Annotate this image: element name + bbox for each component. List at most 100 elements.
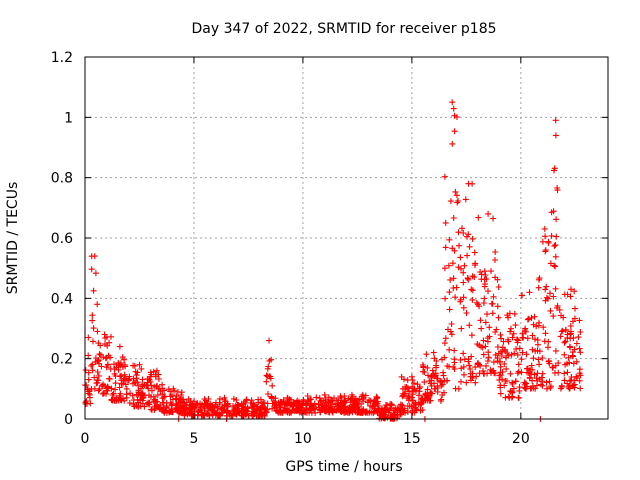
x-tick-label: 0: [81, 431, 90, 447]
data-point: [231, 406, 238, 413]
data-point: [477, 362, 484, 369]
data-point: [558, 382, 565, 389]
data-point: [374, 394, 381, 401]
data-point: [250, 400, 257, 407]
data-point: [167, 388, 174, 395]
data-point: [432, 386, 439, 392]
data-points: [82, 99, 584, 422]
data-point: [557, 385, 564, 392]
data-point: [550, 293, 557, 300]
data-point: [441, 265, 448, 272]
data-point: [292, 400, 299, 407]
data-point: [528, 371, 535, 377]
data-point: [304, 393, 311, 399]
data-point: [138, 365, 145, 372]
data-point: [528, 362, 535, 369]
data-point: [476, 303, 483, 310]
data-point: [515, 361, 522, 368]
data-point: [100, 381, 107, 388]
data-point: [139, 376, 146, 383]
data-point: [561, 377, 568, 384]
data-point: [364, 399, 371, 406]
data-point: [507, 370, 514, 377]
data-point: [415, 392, 422, 399]
data-point: [539, 370, 546, 377]
data-point: [118, 380, 125, 387]
data-point: [455, 229, 462, 236]
data-point: [548, 232, 555, 239]
data-point: [214, 412, 221, 419]
data-point: [534, 370, 541, 377]
data-point: [172, 406, 179, 413]
data-point: [430, 372, 437, 379]
data-point: [450, 364, 457, 371]
data-point: [106, 339, 113, 346]
data-point: [533, 375, 540, 382]
data-point: [541, 225, 548, 232]
data-point: [433, 362, 439, 369]
data-point: [96, 351, 103, 358]
data-point: [573, 340, 580, 347]
data-point: [460, 269, 467, 276]
data-point: [444, 377, 451, 384]
data-point: [577, 372, 584, 379]
data-point: [135, 399, 142, 406]
data-point: [490, 359, 497, 366]
data-point: [294, 406, 301, 413]
data-point: [464, 233, 470, 240]
data-point: [115, 363, 122, 369]
data-point: [136, 361, 143, 368]
data-point: [276, 408, 283, 415]
data-point: [528, 314, 535, 321]
data-point: [531, 371, 538, 378]
data-point: [370, 398, 377, 405]
data-point: [317, 397, 324, 404]
data-point: [429, 367, 436, 374]
data-point: [490, 293, 497, 300]
data-point: [538, 374, 545, 381]
data-point: [476, 370, 483, 377]
data-point: [570, 335, 577, 342]
data-point: [458, 325, 465, 332]
data-point: [442, 335, 449, 342]
data-point: [353, 399, 360, 406]
data-point: [577, 349, 584, 356]
data-point: [94, 301, 101, 308]
data-point: [485, 354, 492, 361]
data-point: [514, 339, 521, 346]
data-point: [571, 377, 578, 384]
data-point: [439, 381, 446, 388]
data-point: [486, 324, 493, 331]
data-point: [92, 270, 99, 277]
data-point: [243, 397, 250, 404]
data-point: [567, 331, 574, 338]
data-point: [518, 369, 525, 376]
data-point: [284, 394, 291, 401]
data-point: [515, 368, 522, 375]
data-point: [229, 412, 236, 419]
data-point: [478, 325, 485, 332]
data-point: [467, 366, 474, 372]
data-point: [105, 361, 111, 368]
data-point: [564, 369, 571, 376]
data-point: [265, 363, 272, 370]
data-point: [248, 403, 255, 410]
data-point: [315, 401, 322, 408]
data-point: [233, 411, 240, 418]
data-point: [379, 410, 386, 417]
data-point: [230, 395, 237, 402]
data-point: [405, 397, 412, 404]
data-point: [452, 385, 459, 392]
data-point: [507, 388, 514, 395]
data-point: [387, 400, 394, 407]
data-point: [552, 253, 559, 260]
data-point: [458, 365, 465, 372]
data-point: [536, 275, 543, 282]
data-point: [446, 289, 453, 296]
data-point: [102, 341, 108, 348]
data-point: [280, 399, 287, 406]
data-point: [550, 313, 557, 320]
data-point: [468, 353, 475, 360]
data-point: [476, 361, 482, 368]
data-point: [370, 409, 377, 416]
